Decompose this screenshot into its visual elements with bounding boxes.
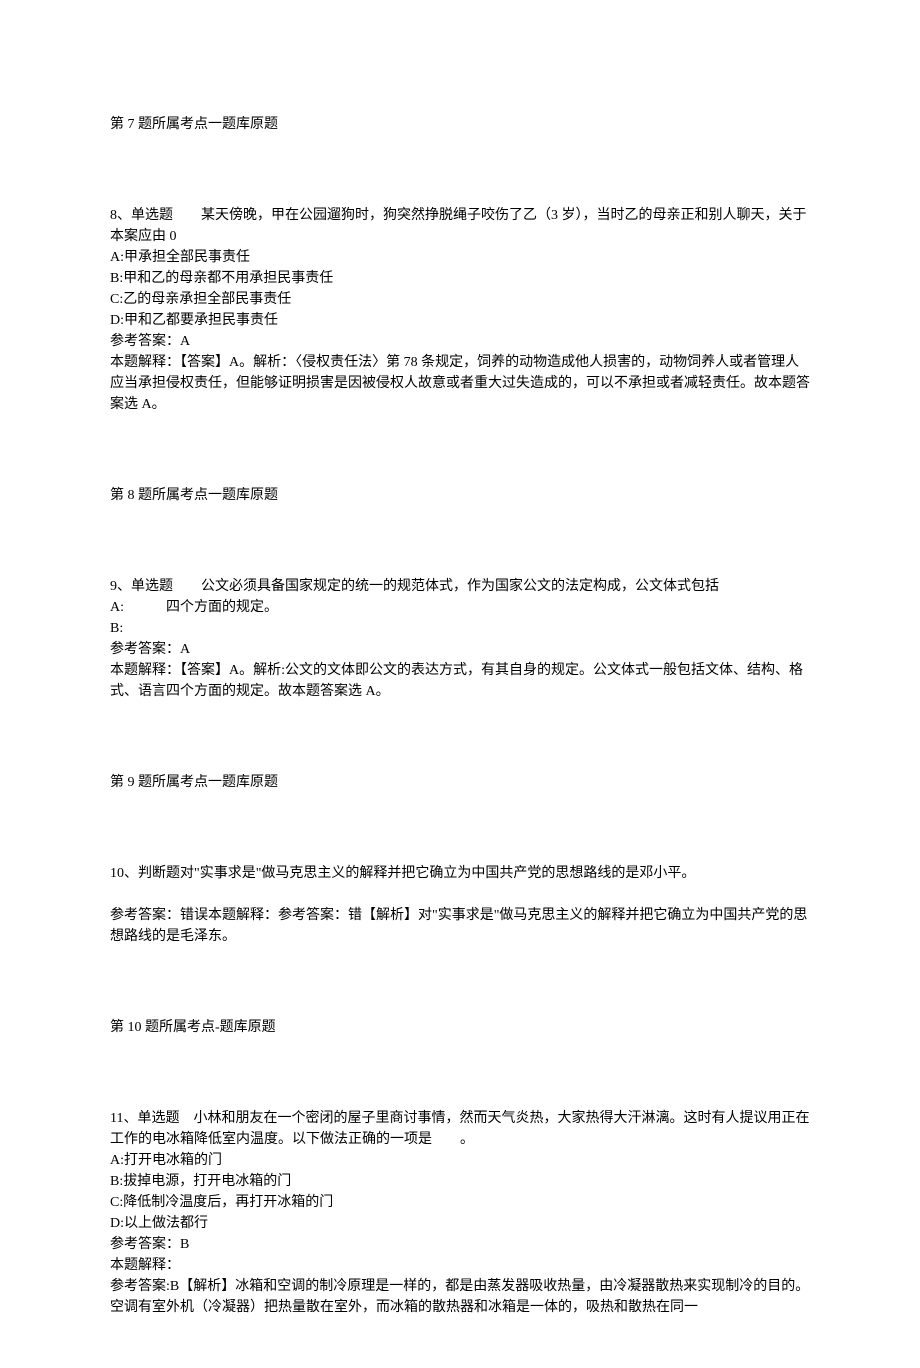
- question-10: 10、判断题对"实事求是"做马克思主义的解释并把它确立为中国共产党的思想路线的是…: [110, 863, 810, 947]
- q9-explanation: 本题解释：【答案】A。解析:公文的文体即公文的表达方式，有其自身的规定。公文体式…: [110, 660, 810, 702]
- q8-reference: 第 8 题所属考点一题库原题: [110, 485, 810, 506]
- q11-explain-label: 本题解释：: [110, 1255, 810, 1276]
- q9-option-b: B:: [110, 618, 810, 639]
- question-9: 9、单选题 公文必须具备国家规定的统一的规范体式，作为国家公文的法定构成，公文体…: [110, 576, 810, 702]
- q10-reference: 第 10 题所属考点-题库原题: [110, 1017, 810, 1038]
- q11-header: 11、单选题 小林和朋友在一个密闭的屋子里商讨事情，然而天气炎热，大家热得大汗淋…: [110, 1108, 810, 1150]
- question-8: 8、单选题 某天傍晚，甲在公园遛狗时，狗突然挣脱绳子咬伤了乙（3 岁），当时乙的…: [110, 205, 810, 415]
- q8-option-b: B:甲和乙的母亲都不用承担民事责任: [110, 268, 810, 289]
- q8-explanation: 本题解释：【答案】A。解析：〈侵权责任法〉第 78 条规定，饲养的动物造成他人损…: [110, 352, 810, 415]
- q10-answer: 参考答案：错误本题解释：参考答案：错【解析】对"实事求是"做马克思主义的解释并把…: [110, 905, 810, 947]
- q7-reference: 第 7 题所属考点一题库原题: [110, 114, 810, 135]
- q8-option-c: C:乙的母亲承担全部民事责任: [110, 289, 810, 310]
- q9-answer-label: 参考答案：A: [110, 639, 810, 660]
- q11-option-a: A:打开电冰箱的门: [110, 1150, 810, 1171]
- q9-option-a: A: 四个方面的规定。: [110, 597, 810, 618]
- q8-option-d: D:甲和乙都要承担民事责任: [110, 310, 810, 331]
- q11-answer-label: 参考答案：B: [110, 1234, 810, 1255]
- q8-option-a: A:甲承担全部民事责任: [110, 247, 810, 268]
- q11-option-c: C:降低制冷温度后，再打开冰箱的门: [110, 1192, 810, 1213]
- q11-option-b: B:拔掉电源，打开电冰箱的门: [110, 1171, 810, 1192]
- document-page: 第 7 题所属考点一题库原题 8、单选题 某天傍晚，甲在公园遛狗时，狗突然挣脱绳…: [0, 0, 920, 1368]
- q11-option-d: D:以上做法都行: [110, 1213, 810, 1234]
- q8-answer-label: 参考答案：A: [110, 331, 810, 352]
- question-11: 11、单选题 小林和朋友在一个密闭的屋子里商讨事情，然而天气炎热，大家热得大汗淋…: [110, 1108, 810, 1318]
- q11-explanation: 参考答案:B【解析】冰箱和空调的制冷原理是一样的，都是由蒸发器吸收热量，由冷凝器…: [110, 1276, 810, 1318]
- q8-header: 8、单选题 某天傍晚，甲在公园遛狗时，狗突然挣脱绳子咬伤了乙（3 岁），当时乙的…: [110, 205, 810, 247]
- q9-header: 9、单选题 公文必须具备国家规定的统一的规范体式，作为国家公文的法定构成，公文体…: [110, 576, 810, 597]
- q10-header: 10、判断题对"实事求是"做马克思主义的解释并把它确立为中国共产党的思想路线的是…: [110, 863, 810, 884]
- q9-reference: 第 9 题所属考点一题库原题: [110, 772, 810, 793]
